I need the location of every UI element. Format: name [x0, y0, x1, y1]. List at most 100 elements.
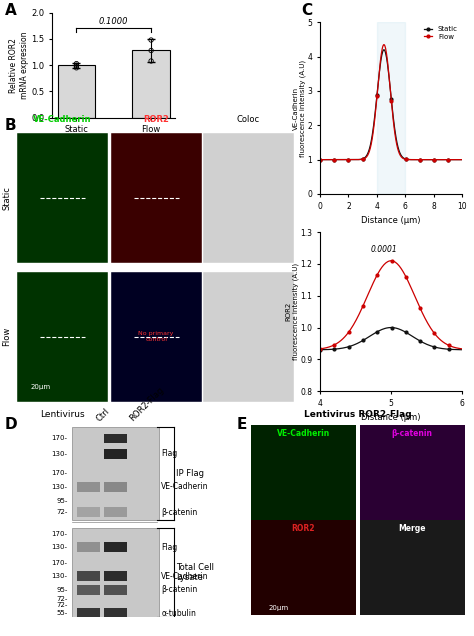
Point — [171, 524, 177, 532]
Bar — [111, 133, 201, 263]
Bar — [77, 543, 100, 552]
Text: 95-: 95- — [56, 497, 67, 504]
X-axis label: Distance (μm): Distance (μm) — [361, 413, 421, 422]
Flow — [381, 41, 387, 48]
Static — [447, 156, 452, 163]
Text: 72-: 72- — [56, 509, 67, 515]
Flow — [459, 156, 465, 163]
Bar — [104, 585, 127, 595]
Bar — [251, 425, 356, 520]
Flow — [405, 156, 410, 163]
Text: 0.1000: 0.1000 — [99, 17, 128, 26]
Line: Static: Static — [319, 48, 464, 161]
Flow — [438, 156, 443, 163]
Text: B: B — [5, 118, 17, 133]
X-axis label: Distance (μm): Distance (μm) — [361, 216, 421, 225]
Bar — [72, 528, 159, 617]
Static — [318, 156, 323, 163]
Text: Coloc: Coloc — [237, 115, 260, 124]
Text: Total Cell
Lysate: Total Cell Lysate — [176, 563, 214, 582]
Text: Lentivirus ROR2-Flag: Lentivirus ROR2-Flag — [304, 410, 412, 419]
Bar — [17, 133, 108, 263]
Static — [317, 156, 323, 163]
Bar — [104, 508, 127, 517]
Text: Flag: Flag — [161, 543, 178, 551]
Bar — [77, 608, 100, 618]
Point — [171, 524, 177, 532]
Text: Static: Static — [2, 186, 11, 210]
Static — [459, 156, 465, 163]
Text: 95-: 95- — [56, 587, 67, 593]
Text: 20μm: 20μm — [31, 384, 51, 391]
Point — [147, 45, 155, 55]
Text: 72-: 72- — [56, 597, 67, 602]
Flow — [447, 156, 452, 163]
Bar — [104, 482, 127, 492]
Bar — [203, 133, 294, 263]
Y-axis label: VE-Cadherin
fluorescence intensity (A.U): VE-Cadherin fluorescence intensity (A.U) — [292, 60, 306, 156]
Bar — [104, 543, 127, 552]
Static — [402, 155, 408, 162]
Static — [402, 155, 408, 163]
Point — [73, 60, 80, 71]
Text: 0.0001: 0.0001 — [371, 245, 397, 254]
Text: ROR2: ROR2 — [143, 115, 169, 124]
Bar — [77, 585, 100, 595]
Text: No primary
control: No primary control — [138, 331, 174, 342]
Bar — [77, 482, 100, 492]
Text: β-catenin: β-catenin — [161, 508, 198, 516]
Text: E: E — [237, 417, 247, 432]
Text: IP Flag: IP Flag — [176, 469, 204, 478]
Text: VE-Cadherin: VE-Cadherin — [33, 115, 91, 124]
Text: Flow: Flow — [2, 327, 11, 347]
Bar — [104, 608, 127, 618]
Text: 20μm: 20μm — [268, 605, 288, 611]
Point — [171, 516, 177, 524]
Text: 170-: 170- — [52, 471, 67, 476]
Flow — [402, 155, 408, 163]
Text: ROR2-Flag: ROR2-Flag — [128, 385, 166, 423]
Point — [155, 518, 160, 526]
Text: 170-: 170- — [52, 530, 67, 537]
Bar — [77, 571, 100, 581]
Point — [73, 63, 80, 73]
Bar — [104, 434, 127, 443]
Text: 170-: 170- — [52, 436, 67, 441]
Bar — [58, 66, 95, 118]
Text: Flag: Flag — [161, 450, 178, 459]
Bar — [104, 449, 127, 459]
Text: VE-Cadherin: VE-Cadherin — [277, 429, 330, 438]
Point — [147, 56, 155, 66]
Text: α-tubulin: α-tubulin — [161, 609, 196, 618]
Y-axis label: Relative ROR2
mRNA expression: Relative ROR2 mRNA expression — [9, 31, 28, 99]
Bar — [104, 571, 127, 581]
Point — [147, 35, 155, 45]
Text: 170-: 170- — [52, 560, 67, 565]
Text: 72-: 72- — [56, 602, 67, 608]
Point — [171, 613, 177, 621]
Static — [438, 156, 443, 163]
Flow — [318, 156, 323, 163]
Flow — [402, 155, 408, 163]
Bar — [203, 272, 294, 402]
Bar — [132, 50, 170, 118]
Point — [73, 59, 80, 69]
Text: Merge: Merge — [399, 524, 426, 533]
Point — [69, 518, 74, 526]
Text: ROR2: ROR2 — [292, 524, 315, 533]
Text: VE-Cadherin: VE-Cadherin — [161, 483, 209, 492]
Point — [171, 423, 177, 431]
Point — [73, 61, 80, 71]
Bar — [377, 22, 405, 194]
Flow — [317, 156, 323, 163]
Bar — [251, 520, 356, 615]
Text: 130-: 130- — [52, 484, 67, 490]
Bar — [72, 427, 159, 520]
Text: A: A — [5, 3, 17, 18]
Text: 55-: 55- — [56, 610, 67, 616]
Bar — [360, 425, 465, 520]
Point — [171, 613, 177, 621]
Text: VE-Cadherin: VE-Cadherin — [161, 572, 209, 581]
Bar — [360, 520, 465, 615]
Point — [155, 613, 160, 621]
